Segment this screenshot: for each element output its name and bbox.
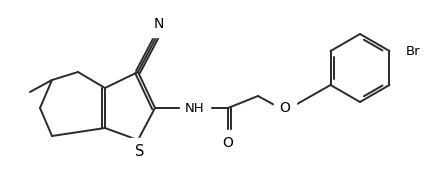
Text: O: O	[223, 136, 234, 150]
Text: NH: NH	[185, 102, 205, 115]
Text: N: N	[154, 17, 164, 31]
Text: Br: Br	[405, 45, 420, 58]
Text: S: S	[136, 144, 145, 159]
Text: O: O	[279, 101, 290, 115]
